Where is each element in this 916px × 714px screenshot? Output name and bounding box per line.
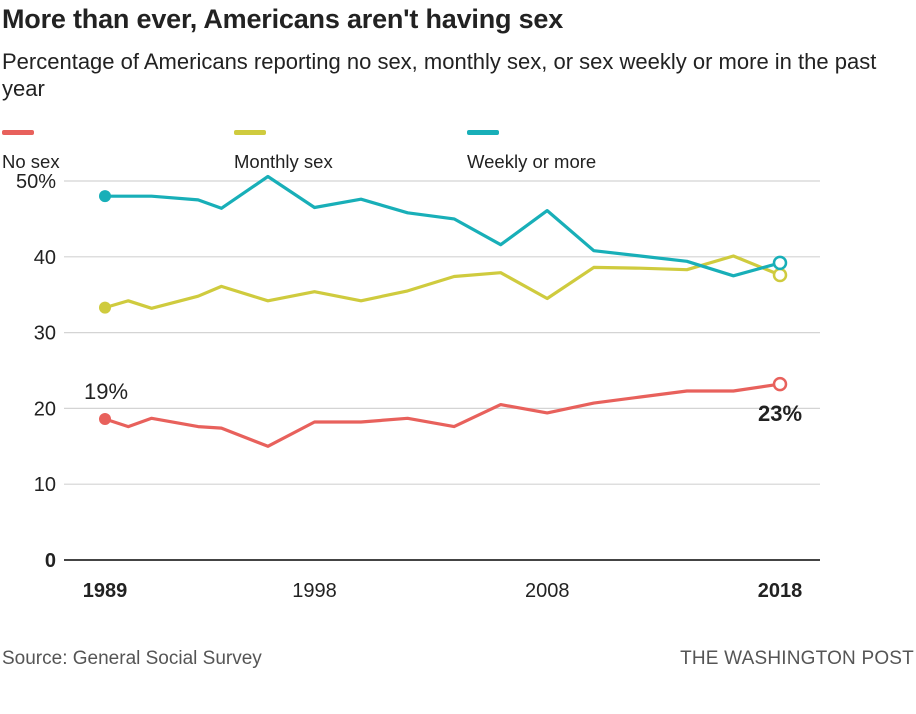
series-start-point-no-sex — [99, 413, 111, 426]
chart-title: More than ever, Americans aren't having … — [2, 4, 564, 34]
y-tick-label-40: 40 — [34, 247, 56, 269]
y-tick-label-20: 20 — [34, 398, 56, 420]
x-tick-label-1998: 1998 — [292, 580, 337, 602]
chart-endpoint-markers — [99, 190, 788, 426]
y-tick-label-0: 0 — [45, 550, 56, 572]
series-line-weekly-or-more — [103, 174, 782, 278]
legend-swatch-no-sex — [2, 130, 34, 135]
series-end-point-monthly-sex — [772, 267, 788, 283]
series-end-point-weekly-or-more — [772, 255, 788, 271]
y-tick-label-10: 10 — [34, 474, 56, 496]
x-tick-label-2018: 2018 — [758, 580, 803, 602]
x-tick-label-1989: 1989 — [83, 580, 128, 602]
x-tick-label-2008: 2008 — [525, 580, 570, 602]
series-start-point-weekly-or-more — [99, 190, 111, 203]
legend-label-weekly-or-more: Weekly or more — [467, 151, 597, 172]
series-end-point-no-sex — [772, 376, 788, 392]
publisher-credit: THE WASHINGTON POST — [680, 648, 914, 669]
x-axis-tick-labels: 1989 1998 2008 2018 — [83, 580, 803, 602]
chart-series-lines — [103, 174, 782, 448]
series-line-no-sex — [103, 382, 782, 448]
legend-item-monthly-sex: Monthly sex — [234, 130, 333, 173]
chart-annotations: 19% 23% — [84, 379, 802, 426]
chart-subtitle: Percentage of Americans reporting no sex… — [2, 49, 877, 101]
y-tick-label-30: 30 — [34, 323, 56, 345]
annotation-end-value: 23% — [758, 401, 802, 426]
legend-label-no-sex: No sex — [2, 151, 60, 172]
legend-item-no-sex: No sex — [2, 130, 60, 173]
y-tick-label-50: 50% — [16, 171, 56, 193]
legend-swatch-monthly-sex — [234, 130, 266, 135]
legend-swatch-weekly-or-more — [467, 130, 499, 135]
series-start-point-monthly-sex — [99, 301, 111, 314]
y-axis-tick-labels: 0 10 20 30 40 50% — [16, 171, 56, 572]
chart-gridlines — [64, 180, 820, 561]
series-line-monthly-sex — [103, 254, 782, 310]
legend-label-monthly-sex: Monthly sex — [234, 151, 333, 172]
legend-item-weekly-or-more: Weekly or more — [467, 130, 596, 173]
source-note: Source: General Social Survey — [2, 648, 262, 669]
annotation-start-value: 19% — [84, 379, 128, 404]
